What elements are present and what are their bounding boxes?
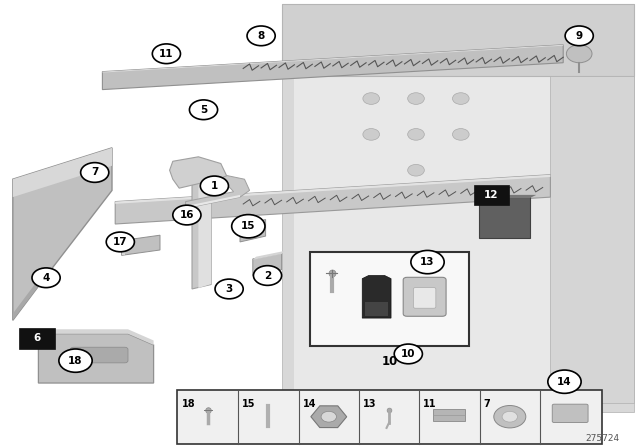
Polygon shape [365, 302, 388, 316]
Text: 18: 18 [182, 399, 195, 409]
Polygon shape [13, 271, 45, 320]
Circle shape [494, 405, 526, 428]
FancyBboxPatch shape [310, 252, 469, 346]
Polygon shape [186, 176, 250, 208]
FancyBboxPatch shape [177, 390, 602, 444]
Polygon shape [479, 195, 536, 198]
Text: 4: 4 [42, 273, 50, 283]
Circle shape [548, 370, 581, 393]
Circle shape [152, 44, 180, 64]
Circle shape [189, 100, 218, 120]
Polygon shape [38, 334, 154, 383]
Text: 13: 13 [363, 399, 376, 409]
Text: 14: 14 [303, 399, 316, 409]
Circle shape [321, 411, 337, 422]
Circle shape [452, 129, 469, 140]
Text: 13: 13 [420, 257, 435, 267]
Polygon shape [170, 157, 227, 188]
FancyBboxPatch shape [70, 347, 128, 363]
Text: 11: 11 [159, 49, 173, 59]
Polygon shape [294, 13, 621, 403]
Circle shape [59, 349, 92, 372]
Polygon shape [115, 175, 550, 204]
Circle shape [363, 93, 380, 104]
Text: 1: 1 [211, 181, 218, 191]
Text: 2: 2 [264, 271, 271, 280]
Circle shape [394, 344, 422, 364]
Polygon shape [362, 276, 391, 318]
Circle shape [247, 26, 275, 46]
Polygon shape [240, 220, 266, 242]
Polygon shape [433, 409, 465, 421]
FancyBboxPatch shape [19, 328, 55, 349]
Circle shape [173, 205, 201, 225]
Polygon shape [253, 253, 282, 276]
Polygon shape [13, 148, 112, 197]
Text: 7: 7 [91, 168, 99, 177]
Text: 10: 10 [401, 349, 415, 359]
Polygon shape [253, 251, 285, 260]
Polygon shape [479, 197, 530, 238]
Text: 5: 5 [200, 105, 207, 115]
Polygon shape [102, 45, 563, 90]
Polygon shape [13, 148, 112, 320]
Circle shape [408, 93, 424, 104]
Circle shape [81, 163, 109, 182]
Text: 275724: 275724 [586, 434, 620, 443]
Polygon shape [282, 4, 634, 76]
Circle shape [106, 232, 134, 252]
Polygon shape [282, 4, 634, 412]
Polygon shape [198, 172, 211, 288]
Circle shape [215, 279, 243, 299]
Text: 14: 14 [557, 377, 572, 387]
Text: 15: 15 [242, 399, 255, 409]
Polygon shape [192, 172, 211, 289]
Circle shape [565, 26, 593, 46]
Polygon shape [38, 329, 154, 345]
Text: 10: 10 [381, 355, 398, 368]
Text: 12: 12 [484, 190, 499, 200]
Text: 8: 8 [257, 31, 265, 41]
Text: 3: 3 [225, 284, 233, 294]
Circle shape [232, 215, 265, 238]
FancyBboxPatch shape [403, 277, 446, 316]
Circle shape [452, 93, 469, 104]
Text: 16: 16 [180, 210, 194, 220]
FancyBboxPatch shape [474, 185, 509, 205]
Circle shape [408, 129, 424, 140]
FancyBboxPatch shape [552, 404, 588, 422]
Polygon shape [122, 235, 160, 255]
Polygon shape [550, 76, 634, 403]
Circle shape [566, 45, 592, 63]
Circle shape [408, 164, 424, 176]
Polygon shape [186, 195, 240, 208]
Text: 11: 11 [423, 399, 436, 409]
Text: 18: 18 [68, 356, 83, 366]
Polygon shape [102, 45, 563, 73]
Polygon shape [122, 241, 125, 255]
Text: 15: 15 [241, 221, 255, 231]
Text: 9: 9 [575, 31, 583, 41]
Text: 6: 6 [33, 333, 41, 343]
FancyBboxPatch shape [413, 288, 436, 308]
Text: 17: 17 [113, 237, 127, 247]
Polygon shape [115, 175, 550, 224]
Circle shape [411, 250, 444, 274]
Circle shape [502, 411, 518, 422]
Circle shape [32, 268, 60, 288]
Circle shape [200, 176, 228, 196]
Circle shape [253, 266, 282, 285]
Text: 7: 7 [483, 399, 490, 409]
Circle shape [363, 129, 380, 140]
